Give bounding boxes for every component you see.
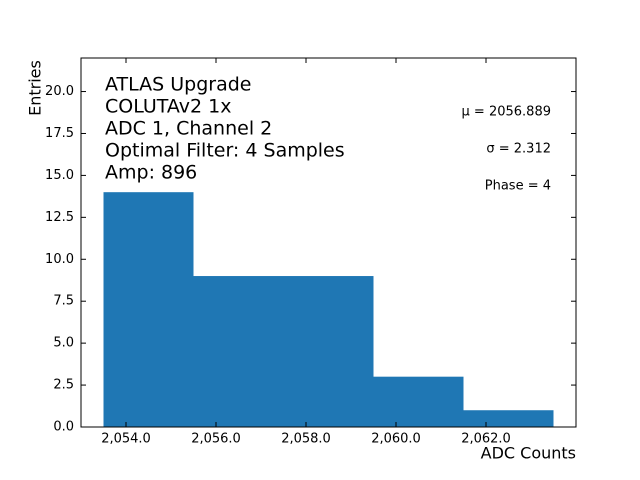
bar: [373, 376, 464, 427]
y-tick-label: 12.5: [45, 210, 74, 225]
y-tick-label: 20.0: [45, 84, 74, 99]
bar: [463, 410, 554, 427]
annotation: Optimal Filter: 4 Samples: [105, 140, 345, 162]
y-tick-label: 0.0: [53, 420, 74, 435]
stat-label: σ = 2.312: [486, 142, 551, 157]
x-tick-label: 2,056.0: [191, 432, 241, 447]
x-tick-label: 2,054.0: [101, 432, 151, 447]
stat-label: Phase = 4: [485, 179, 551, 194]
y-tick-label: 5.0: [53, 336, 74, 351]
annotation: ADC 1, Channel 2: [105, 118, 272, 140]
x-tick-label: 2,058.0: [281, 432, 331, 447]
y-tick-label: 17.5: [45, 126, 74, 141]
annotation: COLUTAv2 1x: [105, 96, 232, 118]
annotation: ATLAS Upgrade: [105, 74, 251, 96]
bar: [283, 276, 374, 427]
bar: [193, 276, 284, 427]
stat-label: μ = 2056.889: [462, 105, 551, 120]
y-axis-label: Entries: [26, 60, 45, 116]
annotation: Amp: 896: [105, 162, 197, 184]
y-tick-label: 2.5: [53, 378, 74, 393]
y-tick-label: 7.5: [53, 294, 74, 309]
x-axis-label: ADC Counts: [481, 444, 576, 463]
x-tick-label: 2,060.0: [371, 432, 421, 447]
plot-frame: [80, 57, 577, 428]
bar: [103, 192, 194, 427]
y-tick-label: 10.0: [45, 252, 74, 267]
y-tick-label: 15.0: [45, 168, 74, 183]
x-tick-label: 2,062.0: [461, 432, 511, 447]
